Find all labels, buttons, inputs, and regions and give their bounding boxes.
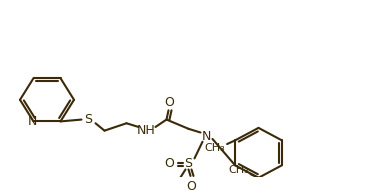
Text: O: O xyxy=(165,96,175,108)
Text: CH₃: CH₃ xyxy=(205,143,225,153)
Text: S: S xyxy=(85,113,92,126)
Text: N: N xyxy=(202,130,211,143)
Text: O: O xyxy=(187,180,196,191)
Text: O: O xyxy=(165,157,175,170)
Text: CH₃: CH₃ xyxy=(228,165,249,175)
Text: N: N xyxy=(28,115,37,128)
Text: NH: NH xyxy=(137,124,156,137)
Text: S: S xyxy=(185,157,192,170)
